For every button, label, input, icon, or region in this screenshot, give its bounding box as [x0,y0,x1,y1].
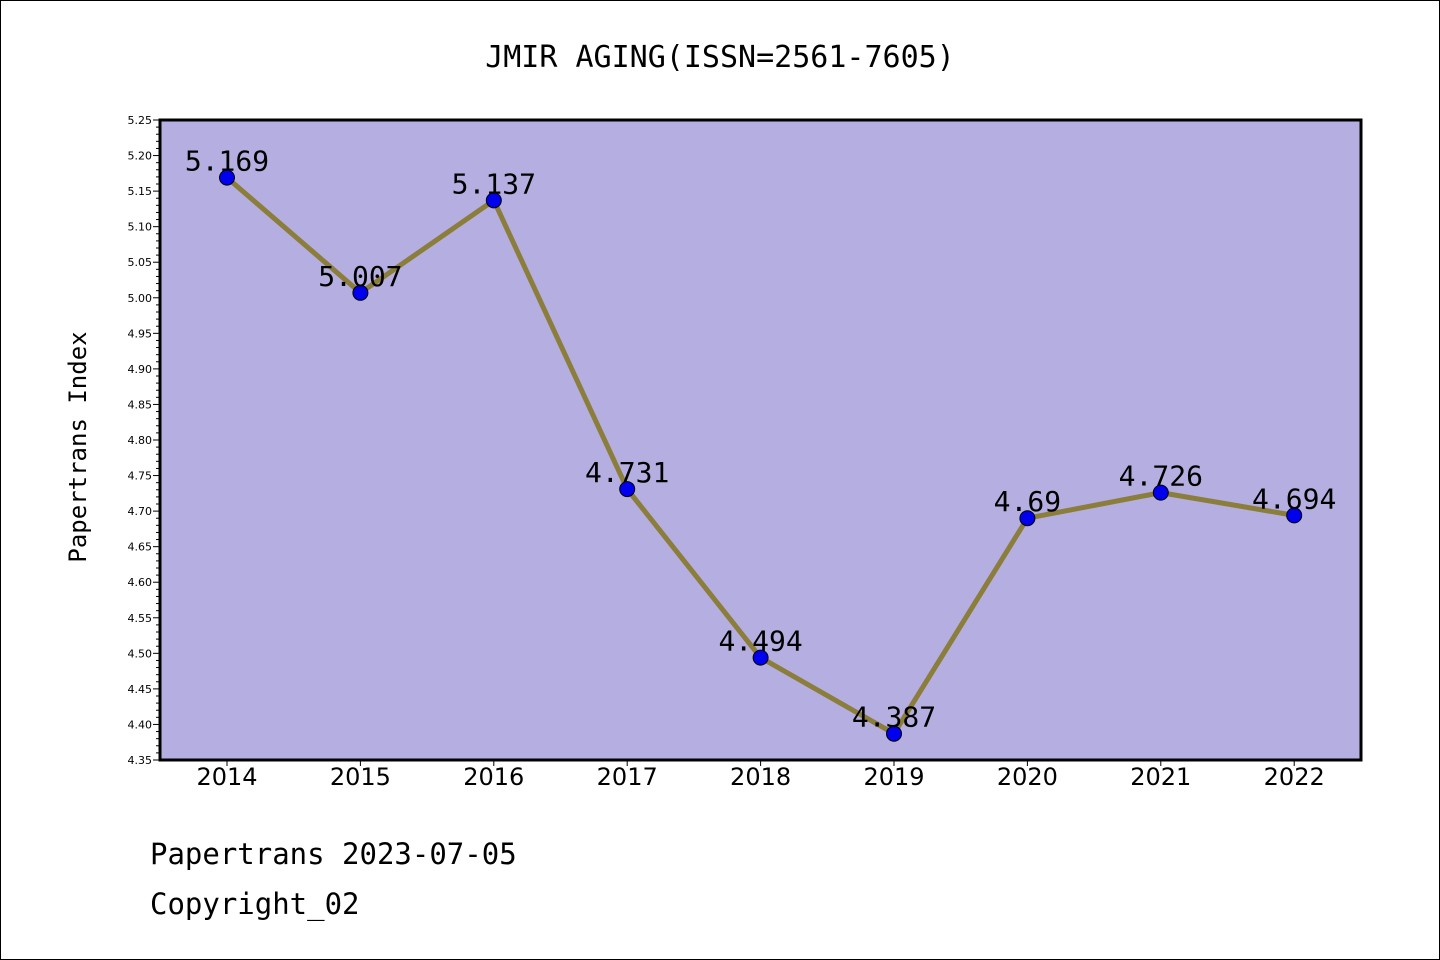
series-layer: 5.169 5.007 5.137 4.731 4.494 4.387 4.69 4.726 4… [185,145,1336,742]
data-point [1019,510,1036,527]
data-point [219,169,235,186]
data-point [1152,484,1169,501]
x-tick-label: 2022 [1264,763,1325,791]
y-tick-label: 4.35 [128,754,153,767]
x-tick-label: 2014 [196,763,257,791]
data-point [352,284,369,301]
y-tick-label: 4.40 [128,718,153,731]
y-axis: 4.35 4.40 4.45 4.50 4.55 4.60 4.65 4.70 4.75 4.80… [128,114,160,767]
chart-title: JMIR AGING(ISSN=2561-7605) [485,40,955,75]
y-tick-label: 5.00 [128,292,153,305]
y-tick-label: 4.65 [128,541,153,554]
y-tick-label: 4.70 [128,505,153,518]
data-label: 4.694 [1252,482,1336,515]
y-tick-label: 4.60 [128,576,153,589]
data-label: 5.169 [185,145,269,178]
data-label: 4.726 [1119,460,1203,493]
y-tick-label: 4.85 [128,398,153,411]
data-label: 5.137 [452,167,536,200]
data-label: 4.731 [585,456,669,489]
y-tick-label: 5.10 [128,221,153,234]
x-tick-label: 2015 [330,763,391,791]
footer-date-text: Papertrans 2023-07-05 [150,837,517,871]
y-tick-label: 4.50 [128,647,153,660]
y-axis-label: Papertrans Index [64,331,92,562]
x-tick-label: 2018 [730,763,791,791]
data-label: 4.494 [718,625,802,658]
y-tick-label: 5.15 [128,185,153,198]
x-tick-label: 2016 [463,763,524,791]
x-tick-label: 2017 [597,763,658,791]
x-tick-label: 2020 [997,763,1058,791]
y-tick-label: 4.90 [128,363,153,376]
y-tick-label: 5.05 [128,256,153,269]
y-tick-label: 5.20 [128,150,153,163]
y-tick-label: 4.45 [128,683,153,696]
data-point [485,192,502,209]
data-label: 4.69 [994,485,1061,518]
data-point [752,649,769,666]
data-label: 5.007 [318,260,402,293]
y-tick-label: 4.55 [128,612,153,625]
data-point [886,725,902,742]
x-tick-label: 2019 [863,763,924,791]
y-tick-label: 4.80 [128,434,153,447]
footer-copyright-text: Copyright_02 [150,887,360,922]
y-tick-label: 4.75 [128,470,153,483]
data-point [1286,507,1303,524]
y-tick-label: 4.95 [128,327,153,340]
x-tick-label: 2021 [1130,763,1191,791]
data-point [619,481,636,498]
y-tick-label: 5.25 [128,114,153,127]
x-axis: 2014 2015 2016 2017 2018 2019 2020 2021 2022 [196,760,1325,791]
data-label: 4.387 [852,701,936,734]
